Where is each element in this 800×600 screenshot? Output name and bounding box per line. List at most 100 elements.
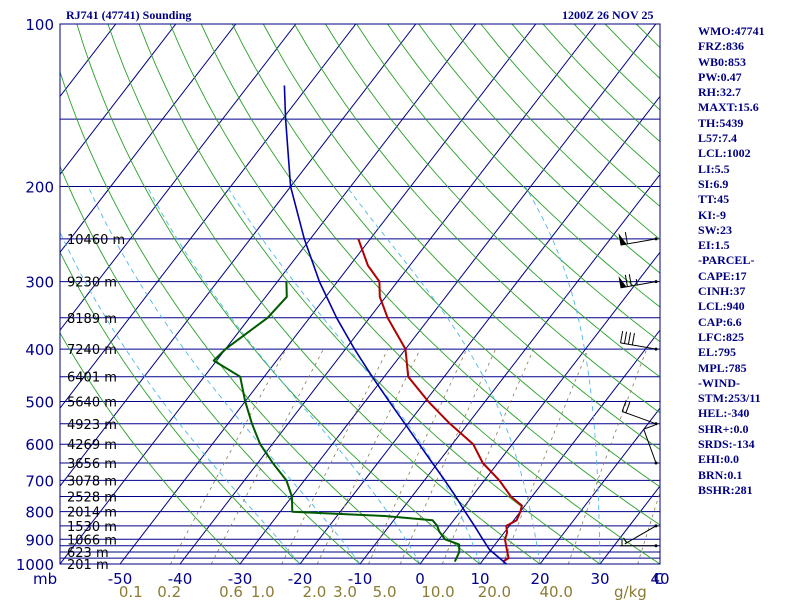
index-item: BRN:0.1 — [698, 467, 743, 482]
index-item: CINH:37 — [698, 284, 746, 299]
temperature-tick-label: -40 — [168, 570, 193, 588]
height-label: 3078 m — [67, 474, 117, 489]
index-item: EL:795 — [698, 345, 737, 360]
index-item: RH:32.7 — [698, 85, 741, 100]
isotherm-line — [299, 95, 660, 564]
height-label: 6401 m — [67, 371, 117, 386]
height-label: 3656 m — [67, 457, 117, 472]
height-label: 10460 m — [67, 233, 125, 248]
index-item: HEL:-340 — [698, 406, 750, 421]
dry-adiabat-line — [573, 24, 660, 111]
wind-barb-base — [654, 422, 658, 426]
isotherm-line — [60, 24, 477, 564]
index-item: WMO:47741 — [698, 24, 765, 38]
index-item: L57:7.4 — [698, 131, 737, 146]
index-item: STM:253/11 — [698, 391, 761, 406]
moist-adiabat-line — [60, 231, 301, 564]
dry-adiabat-line — [262, 24, 660, 450]
mixing-ratio-label: 0.2 — [157, 583, 181, 600]
index-item: BSHR:281 — [698, 482, 753, 497]
wind-barb-half — [623, 537, 627, 544]
wind-barb-feather — [631, 333, 635, 346]
wind-barb — [643, 424, 658, 465]
moist-adiabat-line — [346, 186, 541, 564]
height-label: 4269 m — [67, 438, 117, 453]
wind-barb-shaft — [620, 342, 657, 350]
dry-adiabat-line — [356, 24, 660, 343]
plot-frame — [59, 23, 661, 565]
wind-barb-base — [654, 280, 658, 284]
height-label: 7240 m — [67, 343, 117, 358]
index-item: SW:23 — [698, 222, 733, 237]
isotherm-line — [119, 24, 537, 564]
height-label: 1066 m — [67, 533, 117, 548]
height-label: 5640 m — [67, 395, 117, 410]
index-item: SI:6.9 — [698, 176, 729, 191]
height-label: 1530 m — [67, 520, 117, 535]
index-item: WB0:853 — [698, 54, 746, 69]
wind-barb-base — [654, 347, 658, 351]
dry-adiabat-line — [418, 24, 660, 274]
index-item: TT:45 — [698, 192, 730, 207]
wind-barb-feather — [621, 400, 627, 412]
pressure-tick-label: 600 — [25, 436, 54, 454]
mixing-ratio-line — [281, 348, 389, 564]
mixing-ratio-line — [316, 348, 421, 564]
index-item: EHI:0.0 — [698, 452, 740, 467]
wind-barb — [618, 274, 658, 289]
sounding-indices: WMO:47741 FRZ:836 WB0:853 PW:0.47 RH:32.7 MAX… — [698, 24, 765, 498]
height-label: 8189 m — [67, 312, 117, 327]
isotherm-line — [359, 173, 660, 564]
dry-adiabat-line — [138, 24, 601, 564]
pressure-tick-label: 500 — [25, 393, 54, 411]
mixing-ratio-line — [441, 348, 534, 564]
mixing-ratio-label: 0.6 — [219, 583, 243, 600]
wind-barb-feather — [627, 332, 632, 345]
isotherm-line — [60, 24, 417, 487]
chart-profiles — [212, 85, 523, 564]
temperature-tick-label: -10 — [348, 570, 373, 588]
isotherm-line — [60, 24, 297, 332]
index-item: MAXT:15.6 — [698, 100, 759, 115]
mixing-ratio-line — [368, 348, 468, 564]
wind-barb-shaft — [622, 411, 657, 425]
wind-barb — [620, 539, 658, 548]
height-label: 201 m — [67, 558, 109, 573]
isotherm-line — [239, 24, 657, 564]
mixing-ratio-line — [170, 348, 287, 564]
mixing-ratio-label: 1.0 — [251, 583, 275, 600]
chart-grid — [60, 24, 660, 564]
temperature-tick-label: 40 — [650, 570, 669, 588]
temperature-tick-label: 0 — [415, 570, 425, 588]
index-item: SRDS:-134 — [698, 437, 755, 452]
wind-barb-shaft — [624, 525, 657, 545]
wind-barb — [618, 232, 658, 246]
temperature-tick-label: -30 — [228, 570, 253, 588]
index-item: LI:5.5 — [698, 161, 730, 176]
height-label: 9230 m — [67, 276, 117, 291]
pressure-tick-label: 1000 — [16, 556, 54, 574]
mixing-ratio-label: 10.0 — [421, 583, 454, 600]
isotherm-line — [479, 329, 660, 564]
dry-adiabat-line — [107, 24, 541, 564]
index-item: CAP:6.6 — [698, 314, 742, 329]
mixing-ratio-label: 20.0 — [478, 583, 511, 600]
wind-barb-feather — [624, 232, 628, 245]
x-axis-unit-c: C — [654, 570, 664, 588]
wind-barb-half — [635, 278, 638, 286]
mixing-ratio-label: 3.0 — [333, 583, 357, 600]
dry-adiabat-line — [325, 24, 660, 378]
wind-barb-base — [654, 524, 658, 528]
mixing-ratio-unit: g/kg — [614, 583, 647, 600]
wind-barb-feather — [623, 331, 628, 344]
temperature-line — [357, 238, 523, 563]
dry-adiabat-line — [294, 24, 660, 414]
moist-adiabat-line — [146, 186, 421, 564]
mixing-ratio-label: 5.0 — [373, 583, 397, 600]
moist-adiabat-line — [524, 186, 601, 564]
dry-adiabat-line — [60, 251, 301, 564]
index-item: EI:1.5 — [698, 238, 730, 253]
isotherm-line — [60, 24, 237, 254]
pressure-tick-label: 900 — [25, 531, 54, 549]
